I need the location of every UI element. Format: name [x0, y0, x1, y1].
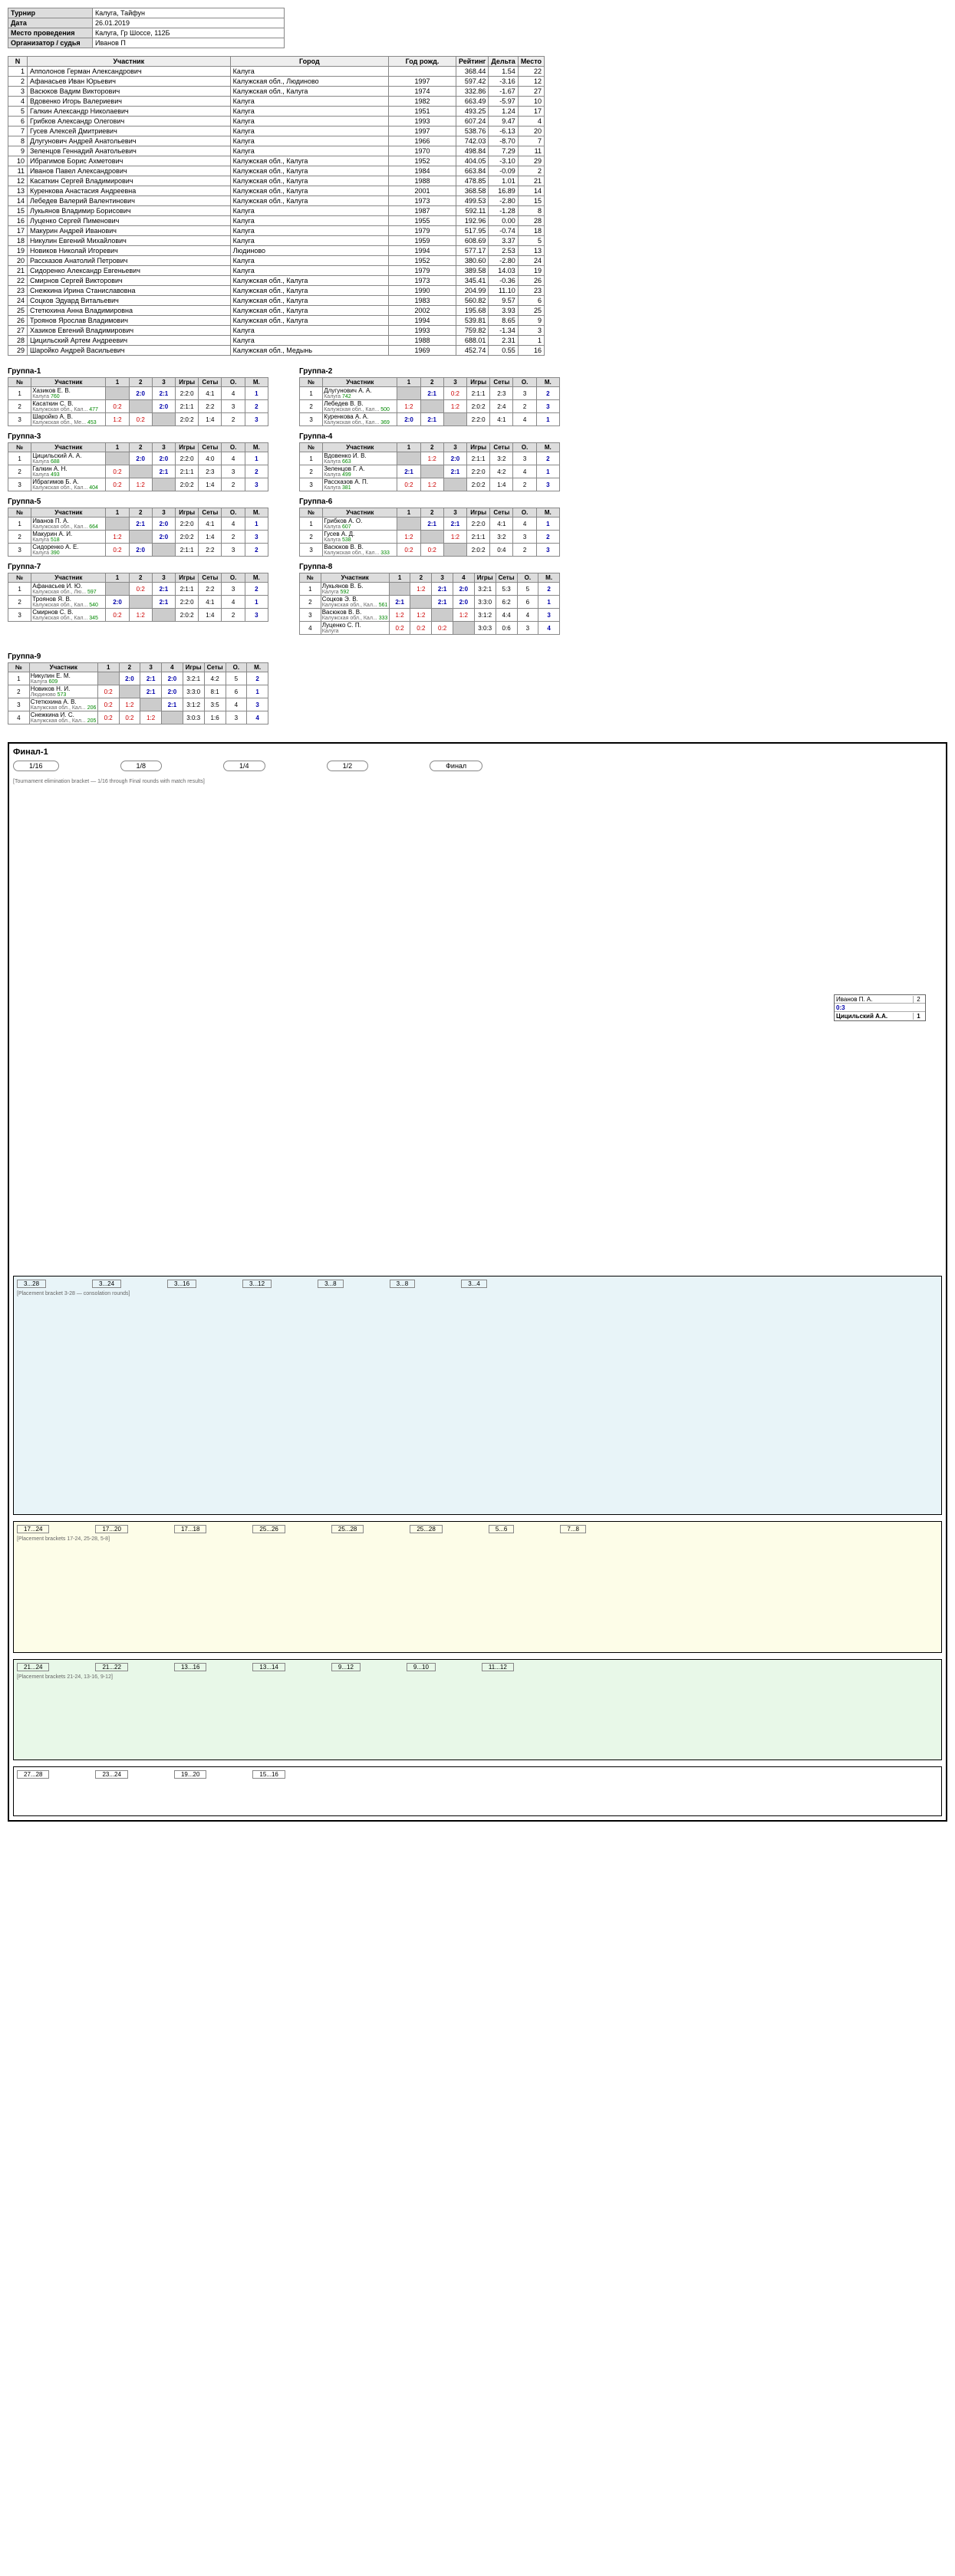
range-hdr: 3...24 [92, 1280, 121, 1288]
lbl-org: Организатор / судья [8, 38, 93, 48]
participant-row: 9Зеленцов Геннадий АнатольевичКалуга1970… [8, 146, 545, 156]
participant-row: 15Лукьянов Владимир БорисовичКалуга19875… [8, 206, 545, 216]
group: Группа-9№Участник1234ИгрыСетыО.М.1Никули… [8, 652, 268, 724]
participant-row: 6Грибков Александр ОлеговичКалуга1993607… [8, 117, 545, 127]
participant-row: 22Смирнов Сергей ВикторовичКалужская обл… [8, 276, 545, 286]
participant-row: 2Афанасьев Иван ЮрьевичКалужская обл., Л… [8, 77, 545, 87]
col-hdr: N [8, 57, 28, 67]
participant-row: 11Иванов Павел АлександровичКалужская об… [8, 166, 545, 176]
participant-row: 29Шаройко Андрей ВасильевичКалужская обл… [8, 346, 545, 356]
participant-row: 24Соцков Эдуард ВитальевичКалужская обл.… [8, 296, 545, 306]
section-17-24: 17...24 17...20 17...18 25...26 25...28 25...… [13, 1521, 942, 1653]
col-hdr: Город [230, 57, 388, 67]
val-org: Иванов П [93, 38, 285, 48]
participants-table: NУчастникГородГод рожд.РейтингДельтаМест… [8, 56, 545, 356]
section-bottom: 27...28 23...24 19...20 15...16 [13, 1766, 942, 1816]
participant-row: 13Куренкова Анастасия АндреевнаКалужская… [8, 186, 545, 196]
group: Группа-8№Участник1234ИгрыСетыО.М.1Лукьян… [299, 563, 560, 635]
participant-row: 28Цицильский Артем АндреевичКалуга198868… [8, 336, 545, 346]
range-hdr: 3...8 [318, 1280, 344, 1288]
col-hdr: Дельта [489, 57, 518, 67]
range-hdr: 17...18 [174, 1525, 206, 1533]
group: Группа-2№Участник123ИгрыСетыО.М.1Длугуно… [299, 367, 560, 426]
col-hdr: Место [518, 57, 544, 67]
group: Группа-7№Участник123ИгрыСетыО.М.1Афанась… [8, 563, 268, 622]
range-hdr: 25...28 [331, 1525, 364, 1533]
range-hdr: 9...10 [407, 1663, 436, 1671]
range-hdr: 15...16 [252, 1770, 285, 1779]
range-hdr: 17...24 [17, 1525, 49, 1533]
val-venue: Калуга, Гр Шоссе, 112Б [93, 28, 285, 38]
group: Группа-1№Участник123ИгрыСетыО.М.1Хазиков… [8, 367, 268, 426]
participant-row: 18Никулин Евгений МихайловичКалуга195960… [8, 236, 545, 246]
range-hdr: 21...24 [17, 1663, 49, 1671]
range-hdr: 3...28 [17, 1280, 46, 1288]
participant-row: 19Новиков Николай ИгоревичЛюдиново199457… [8, 246, 545, 256]
range-hdr: 25...26 [252, 1525, 285, 1533]
range-hdr: 19...20 [174, 1770, 206, 1779]
bracket-note: [Tournament elimination bracket — 1/16 t… [13, 779, 942, 784]
range-hdr: 23...24 [95, 1770, 127, 1779]
col-hdr: Год рожд. [389, 57, 456, 67]
range-hdr: 9...12 [331, 1663, 361, 1671]
range-hdr: 25...28 [410, 1525, 442, 1533]
range-hdr: 7...8 [560, 1525, 586, 1533]
range-hdr: 3...12 [242, 1280, 272, 1288]
range-hdr: 3...8 [390, 1280, 416, 1288]
participant-row: 8Длугунович Андрей АнатольевичКалуга1966… [8, 136, 545, 146]
participant-row: 20Рассказов Анатолий ПетровичКалуга19523… [8, 256, 545, 266]
val-date: 26.01.2019 [93, 18, 285, 28]
group: Группа-5№Участник123ИгрыСетыО.М.1Иванов … [8, 498, 268, 557]
stage-hdr: 1/4 [223, 761, 265, 771]
participant-row: 17Макурин Андрей ИвановичКалуга1979517.9… [8, 226, 545, 236]
participant-row: 25Стетюхина Анна ВладимировнаКалужская о… [8, 306, 545, 316]
participant-row: 26Троянов Ярослав ВладимовичКалужская об… [8, 316, 545, 326]
final-title: Финал-1 [13, 748, 942, 757]
group: Группа-3№Участник123ИгрыСетыО.М.1Цицильс… [8, 432, 268, 491]
participant-row: 12Касаткин Сергей ВладимировичКалужская … [8, 176, 545, 186]
participant-row: 27Хазиков Евгений ВладимировичКалуга1993… [8, 326, 545, 336]
col-hdr: Рейтинг [456, 57, 488, 67]
lbl-tournament: Турнир [8, 8, 93, 18]
tournament-header: ТурнирКалуга, Тайфун Дата26.01.2019 Мест… [8, 8, 285, 48]
col-hdr: Участник [28, 57, 231, 67]
lbl-date: Дата [8, 18, 93, 28]
participant-row: 3Васюков Вадим ВикторовичКалужская обл.,… [8, 87, 545, 97]
participant-row: 23Снежкина Ирина СтаниславовнаКалужская … [8, 286, 545, 296]
range-hdr: 17...20 [95, 1525, 127, 1533]
participant-row: 16Луценко Сергей ПименовичКалуга1955192.… [8, 216, 545, 226]
range-hdr: 11...12 [482, 1663, 514, 1671]
participant-row: 10Ибрагимов Борис АхметовичКалужская обл… [8, 156, 545, 166]
range-hdr: 3...4 [461, 1280, 487, 1288]
range-hdr: 3...16 [167, 1280, 196, 1288]
section-3-28: 3...283...243...163...123...83...83...4 … [13, 1276, 942, 1515]
participant-row: 5Галкин Александр НиколаевичКалуга195149… [8, 107, 545, 117]
stage-hdr: 1/2 [327, 761, 369, 771]
participant-row: 7Гусев Алексей ДмитриевичКалуга1997538.7… [8, 127, 545, 136]
range-hdr: 27...28 [17, 1770, 49, 1779]
range-hdr: 13...16 [174, 1663, 206, 1671]
range-hdr: 5...6 [489, 1525, 515, 1533]
val-tournament: Калуга, Тайфун [93, 8, 285, 18]
stage-hdr: 1/16 [13, 761, 59, 771]
stage-hdr: Финал [430, 761, 482, 771]
lbl-venue: Место проведения [8, 28, 93, 38]
final-bracket: Финал-1 1/16 1/8 1/4 1/2 Финал [Tournament e… [8, 742, 947, 1822]
group: Группа-4№Участник123ИгрыСетыО.М.1Вдовенк… [299, 432, 560, 491]
group: Группа-6№Участник123ИгрыСетыО.М.1Грибков… [299, 498, 560, 557]
section-21-24: 21...24 21...22 13...16 13...14 9...12 9...10… [13, 1659, 942, 1760]
participant-row: 4Вдовенко Игорь ВалериевичКалуга1982663.… [8, 97, 545, 107]
participant-row: 14Лебедев Валерий ВалентиновичКалужская … [8, 196, 545, 206]
participant-row: 1Апполонов Герман АлександровичКалуга368… [8, 67, 545, 77]
range-hdr: 13...14 [252, 1663, 285, 1671]
stage-hdr: 1/8 [120, 761, 163, 771]
final-match: Иванов П. А.2 0:3 Цицильский А.А.1 [834, 994, 926, 1021]
participant-row: 21Сидоренко Александр ЕвгеньевичКалуга19… [8, 266, 545, 276]
range-hdr: 21...22 [95, 1663, 127, 1671]
